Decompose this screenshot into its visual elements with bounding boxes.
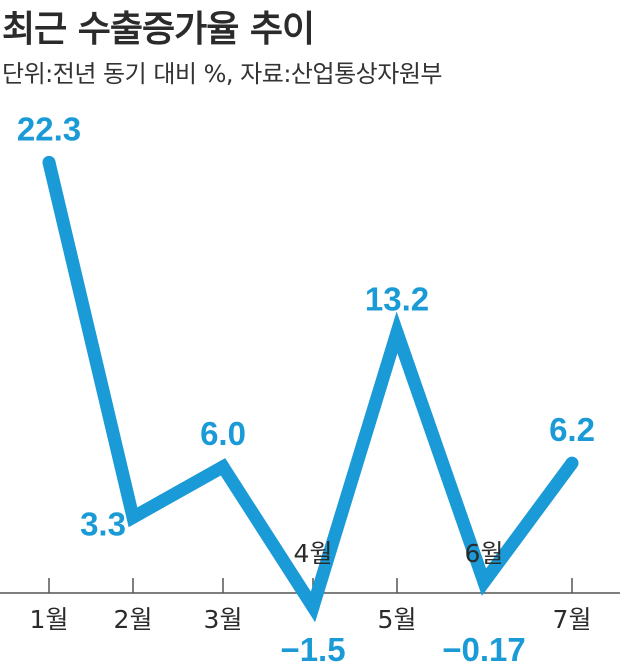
x-tick-label: 3월	[204, 605, 243, 634]
data-point	[216, 460, 230, 474]
data-label: −0.17	[442, 631, 526, 667]
data-label: 6.0	[200, 415, 246, 452]
data-point	[477, 575, 491, 589]
data-point	[42, 155, 56, 169]
x-tick-label: 5월	[378, 605, 417, 634]
x-tick-label: 1월	[30, 605, 69, 634]
x-tick-label: 2월	[114, 605, 153, 634]
data-point	[126, 510, 140, 524]
data-label: 22.3	[17, 110, 81, 147]
data-point	[390, 325, 404, 339]
x-tick-label: 6월	[465, 539, 504, 568]
x-tick-label: 7월	[553, 605, 592, 634]
data-label: 6.2	[549, 411, 595, 448]
data-point	[565, 456, 579, 470]
data-label: 3.3	[80, 505, 126, 542]
data-point	[306, 600, 320, 614]
chart-title: 최근 수출증가율 추이	[2, 9, 315, 50]
x-tick-label: 4월	[294, 539, 333, 568]
data-label: 13.2	[365, 280, 429, 317]
data-label: −1.5	[280, 631, 345, 667]
chart-subtitle: 단위:전년 동기 대비 %, 자료:산업통상자원부	[2, 60, 442, 88]
